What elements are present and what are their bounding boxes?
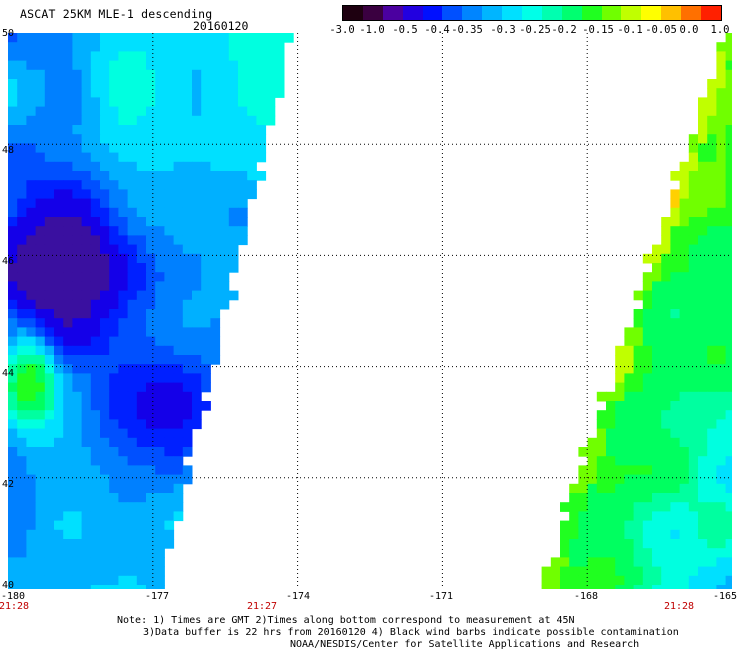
note-line-1: Note: 1) Times are GMT 2)Times along bot…	[117, 615, 575, 626]
graticule	[8, 33, 732, 589]
lon-label-180: -180	[0, 591, 26, 602]
color-scale-label: -3.0	[329, 24, 355, 36]
lon-label-171: -171	[428, 591, 454, 602]
time-label-right: 21:28	[663, 601, 695, 612]
lon-label-168: -168	[573, 591, 599, 602]
color-scale-segment	[701, 6, 721, 20]
swath-map	[8, 33, 732, 589]
color-scale-segment	[541, 6, 562, 20]
color-scale-label: -0.25	[519, 24, 551, 36]
color-scale-segment	[522, 6, 542, 20]
color-scale-label: -1.0	[359, 24, 385, 36]
time-label-middle: 21:27	[246, 601, 278, 612]
lon-label-174: -174	[285, 591, 311, 602]
color-scale-segment	[482, 6, 503, 20]
color-scale-label: 1.0	[710, 24, 730, 36]
lon-label-177: -177	[144, 591, 170, 602]
map-title: ASCAT 25KM MLE-1 descending	[20, 7, 213, 21]
color-scale-segment	[402, 6, 423, 20]
color-scale-segment	[581, 6, 602, 20]
lat-label-44: 44	[2, 368, 15, 379]
color-scale-segment	[462, 6, 483, 20]
color-scale-segment	[681, 6, 702, 20]
lat-label-40: 40	[2, 580, 15, 591]
lon-label-165: -165	[712, 591, 738, 602]
color-scale-label: -0.05	[645, 24, 677, 36]
map-date: 20160120	[193, 19, 249, 33]
color-scale-segment	[442, 6, 463, 20]
lat-label-48: 48	[2, 145, 15, 156]
color-scale-segment	[362, 6, 383, 20]
color-scale-segment	[561, 6, 582, 20]
color-scale-segment	[422, 6, 443, 20]
color-scale-label: -0.3	[490, 24, 516, 36]
color-scale-segment	[382, 6, 403, 20]
color-scale-label: -0.5	[392, 24, 418, 36]
swath-cells	[8, 33, 732, 589]
color-scale-segment	[502, 6, 523, 20]
color-scale-segment	[621, 6, 642, 20]
color-scale-segment	[661, 6, 682, 20]
color-scale-segment	[641, 6, 662, 20]
time-label-left: 21:28	[0, 601, 30, 612]
note-line-2: 3)Data buffer is 22 hrs from 20160120 4)…	[143, 627, 679, 638]
color-scale-segment	[343, 6, 363, 20]
color-scale-bar	[342, 5, 722, 21]
lat-label-46: 46	[2, 256, 15, 267]
color-scale-label: 0.0	[679, 24, 699, 36]
color-scale-label: -0.35	[451, 24, 483, 36]
color-scale-label: -0.1	[617, 24, 643, 36]
color-scale-segment	[601, 6, 622, 20]
color-scale-label: -0.15	[582, 24, 614, 36]
note-line-3: NOAA/NESDIS/Center for Satellite Applica…	[290, 639, 640, 650]
lat-label-50: 50	[2, 28, 15, 39]
lat-label-42: 42	[2, 479, 15, 490]
color-scale-label: -0.2	[551, 24, 577, 36]
color-scale-label: -0.4	[424, 24, 450, 36]
